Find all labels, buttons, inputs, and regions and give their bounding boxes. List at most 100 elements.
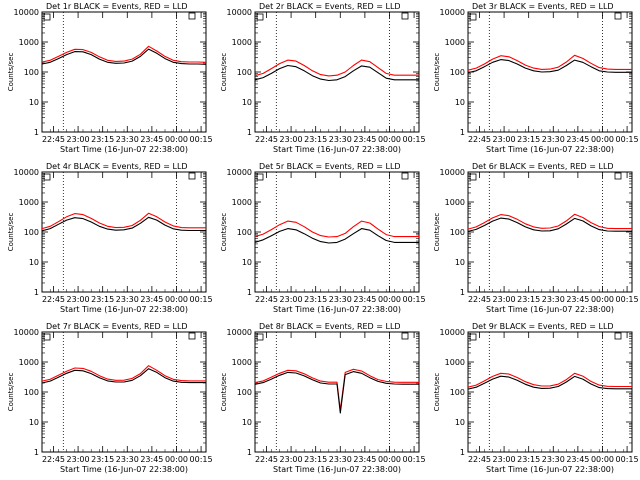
detector-panel-3: Det 3r BLACK = Events, RED = LLD 1 10 100 10… [433,2,639,154]
panel-title: Det 2r BLACK = Events, RED = LLD [259,2,401,11]
x-tick-label: 23:30 [542,135,565,144]
panel-title: Det 4r BLACK = Events, RED = LLD [46,162,188,171]
y-axis-label: Counts/sec [7,213,15,252]
y-tick-label: 100 [237,228,252,237]
corner-marker [256,173,264,181]
y-tick-label: 10 [29,418,39,427]
y-tick-label: 1 [460,128,465,137]
detector-panel-8: Det 8r BLACK = Events, RED = LLD 1 10 100 10… [220,322,426,474]
y-tick-label: 1000 [19,358,39,367]
x-tick-label: 00:15 [190,295,213,304]
panel-title: Det 7r BLACK = Events, RED = LLD [46,322,188,331]
x-tick-label: 23:00 [493,295,516,304]
x-tick-label: 00:00 [378,455,401,464]
y-tick-label: 1 [247,288,252,297]
y-tick-label: 100 [24,228,39,237]
panel-title: Det 1r BLACK = Events, RED = LLD [46,2,188,11]
x-tick-label: 00:00 [165,455,188,464]
x-tick-label: 22:45 [468,135,491,144]
y-tick-label: 1 [34,448,39,457]
x-tick-label: 00:15 [403,455,426,464]
series-line-events [254,371,419,414]
corner-marker [614,332,622,340]
panel-title: Det 8r BLACK = Events, RED = LLD [259,322,401,331]
series-line-lld [467,213,632,230]
x-axis-label: Start Time (16-Jun-07 22:38:00) [273,145,401,154]
corner-marker [401,332,409,340]
x-tick-label: 23:00 [67,455,90,464]
x-tick-label: 00:00 [378,135,401,144]
x-axis-label: Start Time (16-Jun-07 22:38:00) [273,465,401,474]
y-tick-label: 100 [237,388,252,397]
x-tick-label: 23:15 [304,295,327,304]
x-tick-label: 23:30 [116,455,139,464]
series-line-events [467,59,632,74]
x-tick-label: 23:00 [280,295,303,304]
x-tick-label: 23:00 [67,135,90,144]
x-axis-label: Start Time (16-Jun-07 22:38:00) [486,145,614,154]
x-tick-label: 23:15 [517,295,540,304]
series-line-lld [467,372,632,388]
y-tick-label: 10 [29,98,39,107]
y-tick-label: 1000 [19,38,39,47]
y-axis-label: Counts/sec [7,373,15,412]
y-tick-label: 10000 [14,328,39,337]
detector-panel-2: Det 2r BLACK = Events, RED = LLD 1 10 100 10… [220,2,426,154]
x-tick-label: 00:15 [190,135,213,144]
y-tick-label: 1000 [19,198,39,207]
y-tick-label: 1 [34,288,39,297]
y-tick-label: 100 [450,68,465,77]
series-line-events [41,48,207,65]
series-line-events [254,228,419,244]
x-tick-label: 22:45 [468,295,491,304]
x-tick-label: 23:15 [91,135,114,144]
y-tick-label: 1000 [445,38,465,47]
y-tick-label: 10 [242,418,252,427]
x-tick-label: 22:45 [42,295,65,304]
y-tick-label: 1000 [232,38,252,47]
corner-marker [256,13,264,21]
plot-frame [41,171,207,293]
x-tick-label: 22:45 [42,455,65,464]
x-tick-label: 23:15 [91,295,114,304]
series-line-lld [467,54,632,71]
y-axis-label: Counts/sec [220,373,228,412]
x-tick-label: 22:45 [255,295,278,304]
x-tick-label: 00:15 [616,135,639,144]
x-axis-label: Start Time (16-Jun-07 22:38:00) [60,465,188,474]
x-axis-label: Start Time (16-Jun-07 22:38:00) [273,305,401,314]
detector-panel-1: Det 1r BLACK = Events, RED = LLD 1 10 100 10… [7,2,213,154]
x-tick-label: 23:45 [566,295,589,304]
x-tick-label: 00:15 [190,455,213,464]
x-tick-label: 23:00 [280,135,303,144]
x-tick-label: 23:00 [493,135,516,144]
x-tick-label: 23:30 [542,455,565,464]
y-tick-label: 10 [455,98,465,107]
plot-frame [254,331,420,453]
x-tick-label: 00:00 [378,295,401,304]
series-line-lld [254,220,419,238]
x-tick-label: 23:30 [116,135,139,144]
y-tick-label: 10000 [440,168,465,177]
series-line-events [254,64,419,82]
x-tick-label: 00:15 [616,295,639,304]
y-tick-label: 10000 [227,168,252,177]
y-tick-label: 1000 [232,198,252,207]
corner-marker [614,12,622,20]
corner-marker [614,172,622,180]
series-line-events [41,368,206,384]
y-tick-label: 100 [450,388,465,397]
corner-marker [188,172,196,180]
x-tick-label: 22:45 [42,135,65,144]
x-axis-label: Start Time (16-Jun-07 22:38:00) [486,465,614,474]
panel-title: Det 6r BLACK = Events, RED = LLD [472,162,614,171]
y-tick-label: 10 [455,418,465,427]
corner-marker [401,12,409,20]
y-axis-label: Counts/sec [433,53,441,92]
y-tick-label: 10000 [227,8,252,17]
y-tick-label: 1000 [232,358,252,367]
x-tick-label: 23:30 [329,455,352,464]
x-tick-label: 00:00 [165,295,188,304]
y-tick-label: 100 [237,68,252,77]
x-tick-label: 23:45 [353,455,376,464]
